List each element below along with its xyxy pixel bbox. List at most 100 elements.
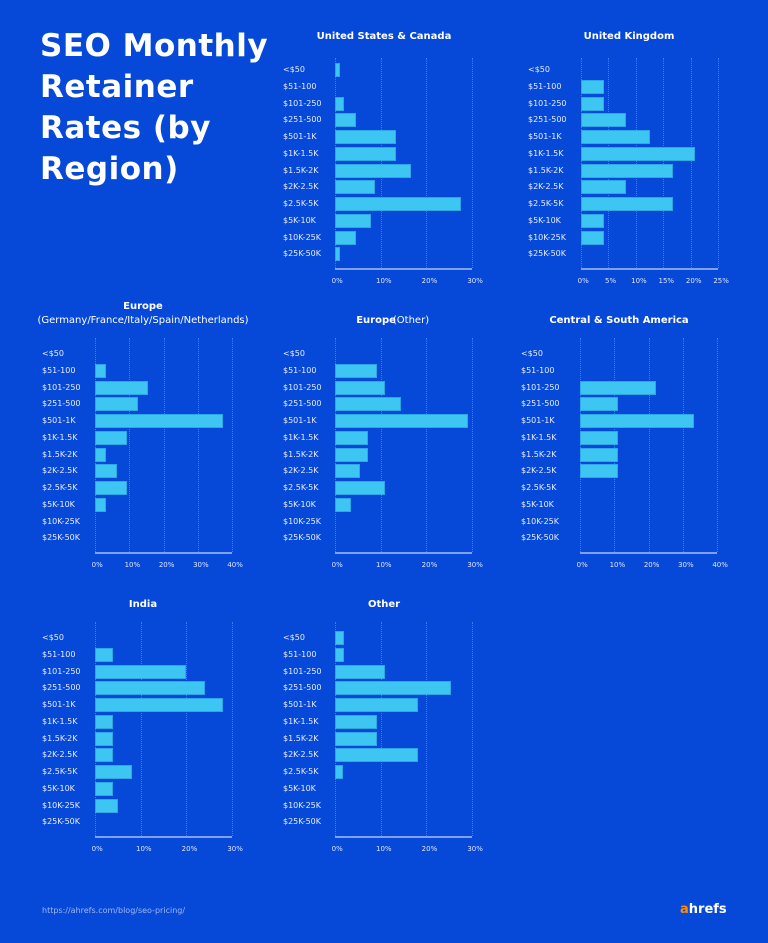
gridline: [232, 338, 233, 553]
bar: [335, 414, 468, 428]
category-label: $251-500: [42, 683, 81, 693]
x-tick-label: 30%: [193, 561, 209, 569]
gridline: [380, 338, 382, 553]
x-axis: [95, 552, 232, 555]
bar: [95, 497, 106, 512]
x-axis: [581, 268, 718, 271]
category-label: $25K-50K: [283, 817, 321, 827]
bar: [95, 731, 113, 746]
bar: [95, 798, 118, 813]
category-label: $10K-25K: [42, 516, 80, 526]
x-tick-label: 30%: [227, 845, 243, 853]
x-tick-label: 0%: [91, 561, 103, 569]
category-label: $251-500: [528, 115, 567, 125]
bar: [335, 63, 341, 77]
category-label: $51-100: [521, 365, 555, 375]
category-label: $101-250: [283, 98, 322, 108]
bar: [581, 180, 627, 195]
x-tick-label: 20%: [643, 561, 660, 569]
x-tick-label: 10%: [375, 561, 392, 569]
gridline: [608, 58, 610, 269]
category-label: $1.5K-2K: [283, 165, 319, 175]
x-tick-label: 40%: [227, 561, 243, 569]
x-tick-label: 30%: [467, 277, 483, 285]
category-label: $51-100: [283, 365, 317, 375]
bar: [580, 397, 619, 412]
gridline: [635, 58, 637, 269]
bar: [95, 664, 186, 679]
bar: [335, 447, 369, 462]
bar: [335, 363, 377, 378]
bar: [95, 698, 223, 712]
bar: [335, 113, 356, 128]
bar: [581, 146, 695, 161]
category-label: $10K-25K: [528, 232, 566, 242]
category-label: $251-500: [283, 115, 322, 125]
category-label: $5K-10K: [283, 499, 316, 509]
x-tick-label: 20%: [158, 561, 175, 569]
chart-title: Europe: [356, 315, 396, 326]
category-label: $101-250: [42, 382, 81, 392]
x-tick-label: 20%: [421, 561, 438, 569]
chart-title: United Kingdom: [583, 31, 675, 42]
x-tick-label: 10%: [609, 561, 626, 569]
x-axis: [95, 836, 232, 839]
x-tick-label: 30%: [467, 845, 483, 853]
bar: [95, 781, 113, 796]
bar: [335, 380, 385, 395]
x-tick-label: 0%: [91, 845, 103, 853]
x-tick-label: 25%: [713, 277, 729, 285]
category-label: $1K-1.5K: [528, 148, 564, 158]
category-label: $25K-50K: [283, 249, 321, 259]
gridline: [335, 338, 336, 553]
bar: [335, 130, 396, 144]
bar: [335, 397, 402, 412]
x-tick-label: 30%: [467, 561, 483, 569]
category-label: $2K-2.5K: [521, 466, 557, 476]
bar: [581, 163, 673, 178]
bar: [580, 447, 619, 462]
x-tick-label: 0%: [576, 561, 588, 569]
category-label: $5K-10K: [283, 783, 316, 793]
x-tick-label: 0%: [331, 561, 343, 569]
bar: [335, 497, 352, 512]
category-label: $25K-50K: [42, 817, 80, 827]
bar: [335, 731, 377, 746]
x-axis: [580, 552, 717, 555]
category-label: $10K-25K: [283, 800, 321, 810]
category-label: <$50: [42, 349, 64, 358]
gridline: [690, 58, 692, 269]
category-label: $501-1K: [42, 700, 76, 709]
x-axis: [335, 268, 472, 271]
category-label: $2.5K-5K: [283, 483, 319, 492]
category-label: $501-1K: [283, 416, 317, 425]
chart-title: Central & South America: [549, 315, 689, 326]
ahrefs-logo: ahrefs: [680, 902, 727, 917]
x-tick-label: 10%: [124, 561, 141, 569]
bar: [335, 146, 396, 161]
bar: [580, 380, 657, 395]
x-tick-label: 15%: [658, 277, 675, 285]
chart-title: Other: [367, 599, 401, 610]
bar: [581, 113, 627, 128]
bar: [335, 698, 419, 712]
x-tick-label: 10%: [631, 277, 647, 285]
gridline: [648, 338, 650, 553]
category-label: $1.5K-2K: [42, 733, 78, 743]
gridline: [232, 622, 233, 837]
chart-title: Europe: [123, 301, 163, 312]
source-url[interactable]: https://ahrefs.com/blog/seo-pricing/: [42, 906, 186, 915]
chart-title: India: [128, 599, 158, 610]
x-tick-label: 0%: [577, 277, 589, 285]
category-label: $501-1K: [283, 700, 317, 709]
category-label: $51-100: [42, 649, 76, 659]
bar: [581, 130, 650, 144]
category-label: $101-250: [521, 382, 560, 392]
gridline: [380, 58, 382, 269]
x-tick-label: 10%: [375, 277, 392, 285]
category-label: $251-500: [283, 399, 322, 409]
bar: [581, 197, 673, 211]
x-tick-label: 0%: [331, 277, 343, 285]
category-label: $51-100: [283, 649, 317, 659]
chart-title: United States & Canada: [316, 31, 452, 42]
